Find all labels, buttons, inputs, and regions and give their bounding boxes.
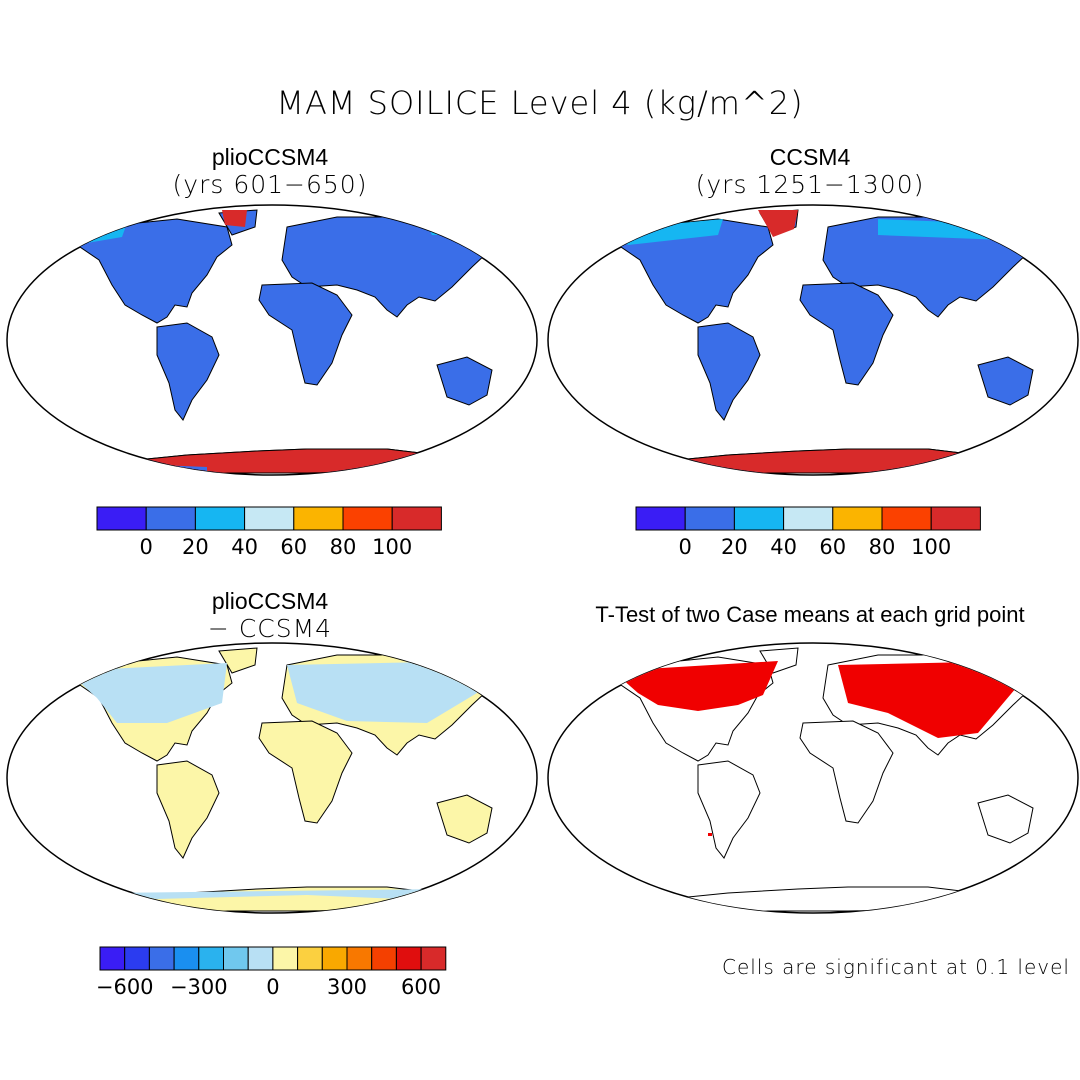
colorbar-swatch (99, 946, 126, 971)
colorbar-label: 40 (770, 535, 797, 559)
colorbar-label: 0 (266, 975, 279, 999)
colorbar-label: 100 (911, 535, 951, 559)
map-difference (6, 642, 538, 914)
figure-title: MAM SOILICE Level 4 (kg/m^2) (276, 84, 804, 122)
significance-note: Cells are significant at 0.1 level (722, 955, 1070, 979)
colorbar-swatch (733, 506, 785, 531)
colorbar-swatch (684, 506, 735, 531)
colorbar-swatch (391, 506, 442, 531)
colorbar-swatch (342, 506, 393, 531)
colorbar-label: 80 (869, 535, 896, 559)
colorbar-label: 60 (280, 535, 307, 559)
colorbar-label: −600 (96, 975, 154, 999)
colorbar-swatch (247, 946, 274, 971)
colorbar-label: −300 (170, 975, 228, 999)
panel-4-title: T-Test of two Case means at each grid po… (595, 602, 1025, 627)
colorbar-swatch (272, 946, 299, 971)
colorbar-label: 60 (819, 535, 846, 559)
colorbar-swatch (881, 506, 932, 531)
colorbar-swatch (321, 946, 348, 971)
map-ttest (547, 642, 1079, 914)
colorbar-label: 0 (679, 535, 692, 559)
colorbar-top-right: 0 20 40 60 80 100 (635, 506, 981, 559)
colorbar-swatch (420, 946, 447, 971)
colorbar-label: 100 (372, 535, 412, 559)
colorbar-swatch (244, 506, 295, 531)
colorbar-swatch (194, 506, 246, 531)
panel-1-title: plioCCSM4 (211, 144, 329, 170)
colorbar-label: 20 (721, 535, 748, 559)
colorbar-label: 40 (231, 535, 258, 559)
colorbar-swatch (371, 946, 397, 971)
colorbar-swatch (223, 946, 249, 971)
colorbar-swatch (145, 506, 196, 531)
map-ccsm4 (547, 204, 1079, 476)
colorbar-label: 600 (401, 975, 441, 999)
colorbar-swatch (635, 506, 686, 531)
panel-1-period: (yrs 601−650) (172, 170, 368, 199)
colorbar-label: 300 (327, 975, 367, 999)
colorbar-top-left: 0 20 40 60 80 100 (96, 506, 442, 559)
colorbar-swatch (124, 946, 150, 971)
colorbar-swatch (783, 506, 834, 531)
panel-2-period: (yrs 1251−1300) (695, 170, 925, 199)
colorbar-swatch (293, 506, 344, 531)
colorbar-swatch (832, 506, 883, 531)
colorbar-swatch (198, 946, 225, 971)
panel-3-title: plioCCSM4 (211, 588, 329, 614)
colorbar-swatch (173, 946, 200, 971)
colorbar-swatch (930, 506, 981, 531)
panel-2-title: CCSM4 (769, 144, 851, 170)
colorbar-swatch (346, 946, 373, 971)
colorbar-swatch (395, 946, 422, 971)
colorbar-swatch (96, 506, 147, 531)
colorbar-swatch (148, 946, 175, 971)
colorbar-label: 20 (182, 535, 209, 559)
colorbar-swatch (297, 946, 323, 971)
colorbar-difference: −600 −300 0 300 600 (96, 946, 447, 999)
panel-3-subtitle: − CCSM4 (207, 614, 333, 643)
map-pliocene (6, 204, 538, 476)
colorbar-label: 80 (330, 535, 357, 559)
colorbar-label: 0 (140, 535, 153, 559)
